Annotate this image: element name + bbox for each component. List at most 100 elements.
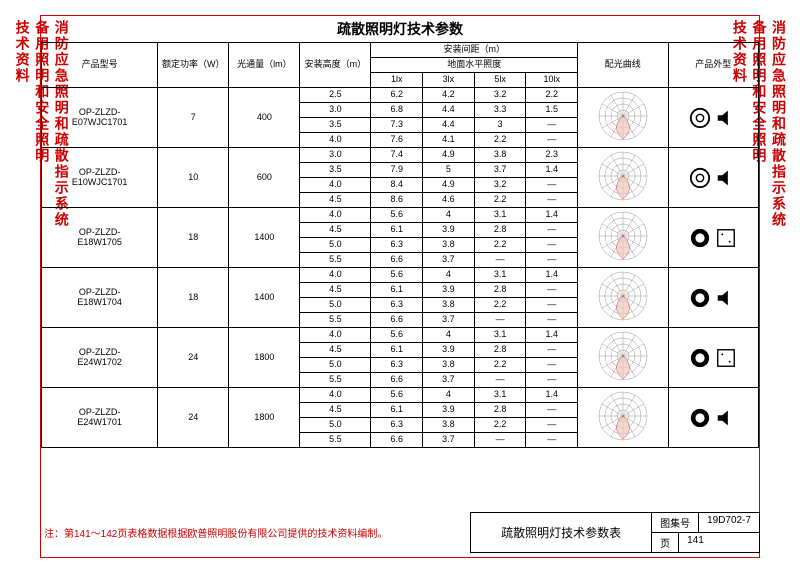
cell-3lx: 3.8 <box>423 358 475 373</box>
cell-1lx: 6.3 <box>371 418 423 433</box>
cell-10lx: — <box>526 133 578 148</box>
cell-shape <box>668 328 758 388</box>
cell-lumen: 600 <box>229 148 300 208</box>
cell-1lx: 7.6 <box>371 133 423 148</box>
cell-1lx: 8.6 <box>371 193 423 208</box>
cell-1lx: 8.4 <box>371 178 423 193</box>
cell-polar <box>578 268 668 328</box>
cell-3lx: 4 <box>423 328 475 343</box>
cell-10lx: — <box>526 253 578 268</box>
footer: 注：第141～142页表格数据根据欧普照明股份有限公司提供的技术资料编制。 疏散… <box>40 512 760 553</box>
cell-5lx: 3.1 <box>474 208 526 223</box>
cell-height: 4.5 <box>300 223 371 238</box>
side-text-tech: 技术资料 <box>12 20 32 228</box>
cell-5lx: 3.8 <box>474 148 526 163</box>
cell-3lx: 4.9 <box>423 148 475 163</box>
cell-height: 5.0 <box>300 358 371 373</box>
cell-3lx: 3.9 <box>423 343 475 358</box>
cell-power: 24 <box>158 388 229 448</box>
cell-5lx: — <box>474 373 526 388</box>
cell-shape <box>668 208 758 268</box>
cell-5lx: — <box>474 313 526 328</box>
th-spacing: 安装间距（m） <box>371 43 578 58</box>
side-text-system-r: 消防应急照明和疏散指示系统 <box>768 20 788 228</box>
cell-height: 5.5 <box>300 253 371 268</box>
polar-diagram-icon <box>598 211 648 261</box>
cell-height: 4.5 <box>300 343 371 358</box>
cell-model: OP-ZLZD-E24W1701 <box>42 388 158 448</box>
cell-3lx: 3.8 <box>423 238 475 253</box>
cell-polar <box>578 388 668 448</box>
cell-5lx: 3 <box>474 118 526 133</box>
cell-5lx: 3.1 <box>474 328 526 343</box>
cell-5lx: 3.2 <box>474 178 526 193</box>
cell-power: 10 <box>158 148 229 208</box>
cell-height: 4.0 <box>300 268 371 283</box>
footnote: 注：第141～142页表格数据根据欧普照明股份有限公司提供的技术资料编制。 <box>40 525 470 540</box>
cell-10lx: 1.4 <box>526 328 578 343</box>
title-block: 疏散照明灯技术参数表 图集号 19D702-7 页 141 <box>470 512 760 553</box>
cell-1lx: 6.1 <box>371 223 423 238</box>
cell-5lx: 2.8 <box>474 283 526 298</box>
cell-10lx: — <box>526 238 578 253</box>
th-power: 额定功率（W） <box>158 43 229 88</box>
cell-5lx: 2.2 <box>474 298 526 313</box>
cell-height: 4.0 <box>300 388 371 403</box>
cell-shape <box>668 88 758 148</box>
table-row: OP-ZLZD-E24W17022418004.05.643.11.4 <box>42 328 759 343</box>
cell-5lx: 2.8 <box>474 223 526 238</box>
cell-10lx: 2.3 <box>526 148 578 163</box>
cell-power: 24 <box>158 328 229 388</box>
cell-10lx: — <box>526 418 578 433</box>
cell-1lx: 6.1 <box>371 283 423 298</box>
th-3lx: 3lx <box>423 73 475 88</box>
cell-1lx: 6.1 <box>371 403 423 418</box>
spec-table: 产品型号 额定功率（W） 光通量（lm） 安装高度（m） 安装间距（m） 配光曲… <box>41 42 759 448</box>
cell-1lx: 5.6 <box>371 208 423 223</box>
cell-height: 4.0 <box>300 208 371 223</box>
cell-5lx: 3.7 <box>474 163 526 178</box>
cell-10lx: — <box>526 373 578 388</box>
cell-polar <box>578 328 668 388</box>
polar-diagram-icon <box>598 151 648 201</box>
cell-1lx: 5.6 <box>371 268 423 283</box>
cell-10lx: 2.2 <box>526 88 578 103</box>
th-floor-lux: 地面水平照度 <box>371 58 578 73</box>
cell-1lx: 7.9 <box>371 163 423 178</box>
cell-1lx: 6.6 <box>371 313 423 328</box>
cell-model: OP-ZLZD-E18W1704 <box>42 268 158 328</box>
cell-3lx: 3.9 <box>423 283 475 298</box>
cell-lumen: 1800 <box>229 328 300 388</box>
cell-5lx: — <box>474 433 526 448</box>
page-frame: 疏散照明灯技术参数 产品型号 额定功率（W） 光通量（lm） 安装高度（m） 安… <box>40 15 760 558</box>
cell-10lx: — <box>526 433 578 448</box>
th-shape: 产品外型 <box>668 43 758 88</box>
cell-10lx: — <box>526 298 578 313</box>
cell-lumen: 1400 <box>229 208 300 268</box>
cell-1lx: 6.3 <box>371 298 423 313</box>
cell-5lx: 2.2 <box>474 238 526 253</box>
sheet-title: 疏散照明灯技术参数表 <box>471 513 652 552</box>
cell-polar <box>578 148 668 208</box>
table-row: OP-ZLZD-E10WJC1701106003.07.44.93.82.3 <box>42 148 759 163</box>
cell-5lx: 2.8 <box>474 343 526 358</box>
th-1lx: 1lx <box>371 73 423 88</box>
cell-3lx: 4.2 <box>423 88 475 103</box>
cell-polar <box>578 88 668 148</box>
cell-lumen: 1800 <box>229 388 300 448</box>
cell-model: OP-ZLZD-E10WJC1701 <box>42 148 158 208</box>
cell-height: 3.5 <box>300 163 371 178</box>
cell-3lx: 3.9 <box>423 403 475 418</box>
th-5lx: 5lx <box>474 73 526 88</box>
cell-10lx: — <box>526 283 578 298</box>
cell-10lx: — <box>526 313 578 328</box>
cell-1lx: 6.8 <box>371 103 423 118</box>
cell-height: 5.0 <box>300 238 371 253</box>
cell-5lx: 3.2 <box>474 88 526 103</box>
cell-3lx: 4 <box>423 388 475 403</box>
cell-shape <box>668 148 758 208</box>
cell-lumen: 400 <box>229 88 300 148</box>
page-label: 页 <box>652 533 679 552</box>
cell-1lx: 6.6 <box>371 373 423 388</box>
series-value: 19D702-7 <box>699 513 759 532</box>
